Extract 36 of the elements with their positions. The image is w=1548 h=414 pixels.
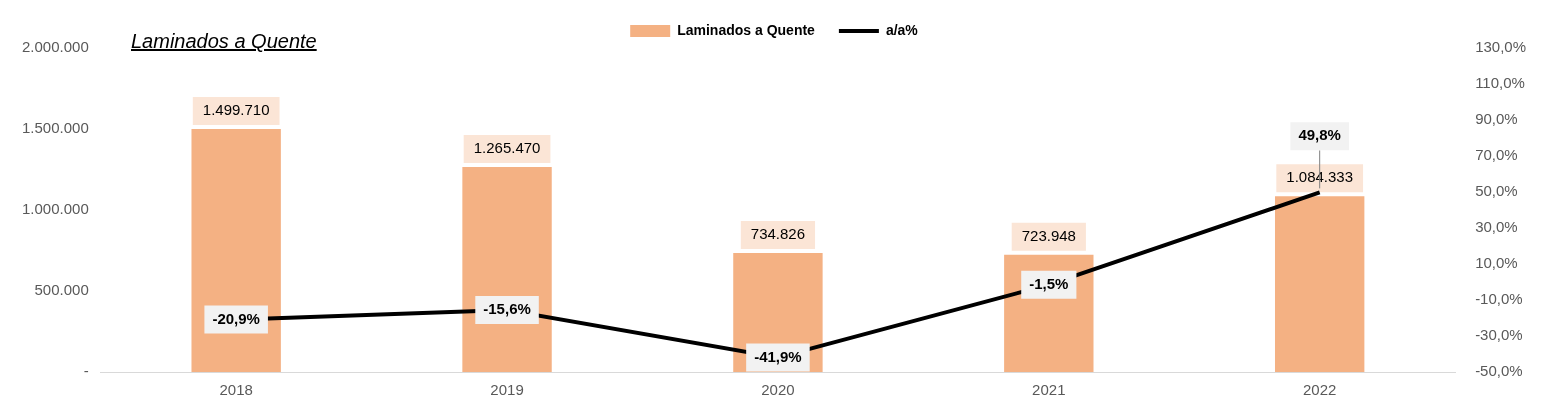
y2-tick-label: 130,0% (1475, 38, 1526, 56)
y-tick-label: 2.000.000 (22, 38, 89, 56)
bar (1274, 196, 1365, 372)
bar (191, 129, 281, 372)
y2-tick-label: 70,0% (1475, 146, 1518, 164)
y-tick-label: 1.000.000 (22, 200, 89, 218)
data-label: 734.826 (750, 225, 806, 243)
y2-tick-label: 90,0% (1475, 110, 1518, 128)
y2-tick-label: 110,0% (1475, 74, 1525, 92)
chart-title: Laminados a Quente (131, 30, 317, 53)
x-tick-label: 2019 (490, 381, 524, 399)
x-tick-label: 2021 (1032, 381, 1066, 399)
y-tick-label: 500.000 (34, 281, 89, 299)
legend-label: a/a% (885, 21, 919, 38)
x-tick-label: 2022 (1303, 381, 1337, 399)
x-tick-label: 2020 (761, 381, 795, 399)
data-label: 1.084.333 (1286, 168, 1354, 186)
legend-label: Laminados a Quente (677, 21, 816, 38)
data-label: -1,5% (1029, 274, 1069, 292)
y2-tick-label: -10,0% (1475, 290, 1523, 308)
x-tick-label: 2018 (219, 381, 253, 399)
bar (462, 166, 552, 372)
y2-tick-label: -30,0% (1475, 326, 1523, 344)
data-label: 1.265.470 (473, 139, 541, 157)
data-label: 1.499.710 (202, 101, 270, 119)
data-label: -15,6% (483, 300, 531, 318)
data-label: -41,9% (754, 347, 802, 365)
y2-tick-label: 10,0% (1475, 254, 1518, 272)
y2-tick-label: 50,0% (1475, 182, 1518, 200)
data-label: -20,9% (212, 309, 260, 327)
y2-tick-label: -50,0% (1475, 362, 1523, 380)
y-tick-label: 1.500.000 (22, 119, 89, 137)
data-label: 49,8% (1298, 126, 1341, 144)
y2-tick-label: 30,0% (1475, 218, 1518, 236)
data-label: 723.948 (1021, 226, 1076, 244)
y-tick-label: - (83, 362, 89, 380)
